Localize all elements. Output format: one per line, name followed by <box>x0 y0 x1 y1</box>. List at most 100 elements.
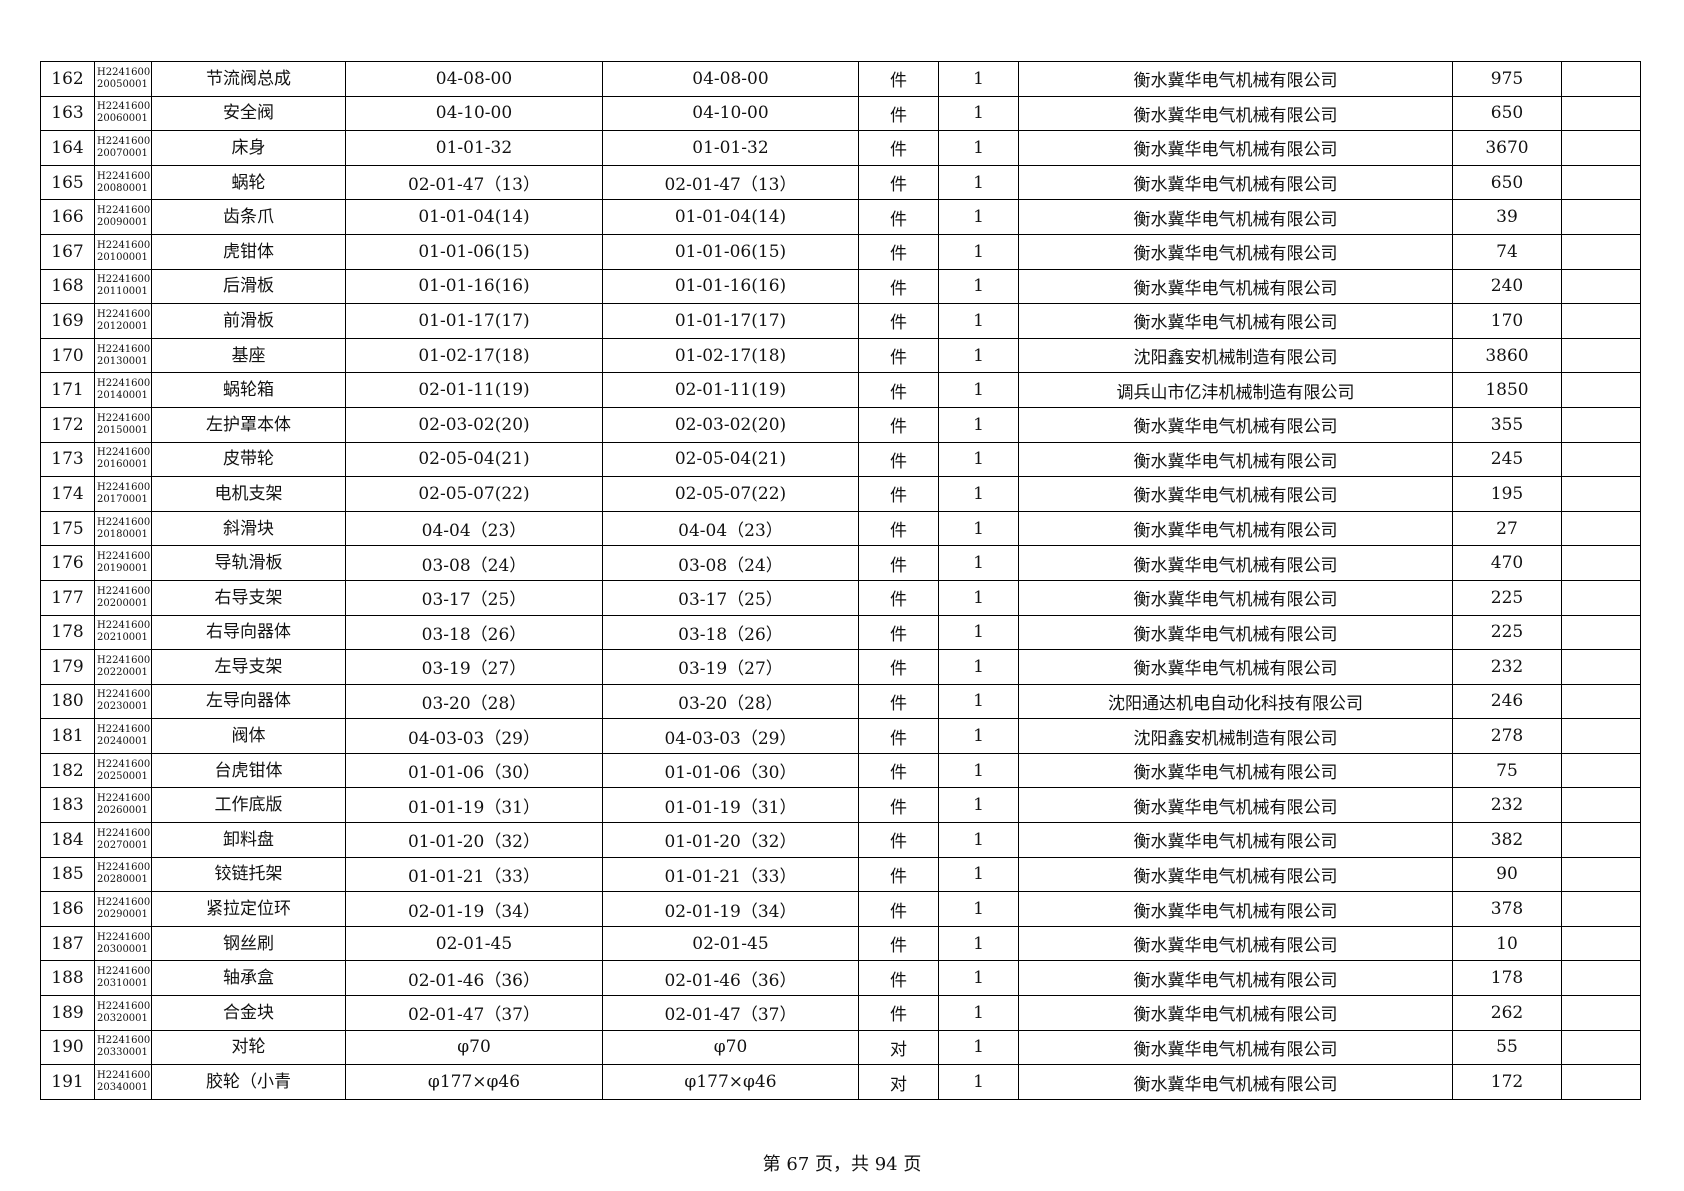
spec-model-cell: 02-01-47（13） <box>602 164 859 201</box>
supplier-cell: 调兵山市亿沣机械制造有限公司 <box>1018 372 1453 408</box>
table-row: 172 H224160020150001 左护罩本体 02-03-02(20) 02-0… <box>40 406 1641 443</box>
supplier-cell: 衡水冀华电气机械有限公司 <box>1018 925 1453 962</box>
spec-model-cell: 03-18（26） <box>602 614 859 651</box>
spec-drawing-cell: 01-01-17(17) <box>345 303 603 339</box>
unit-cell: 件 <box>858 476 939 512</box>
row-number-cell: 184 <box>40 822 95 858</box>
remark-cell <box>1561 372 1641 408</box>
page-footer: 第 67 页，共 94 页 <box>762 1154 922 1175</box>
item-code-cell: H224160020090001 <box>94 199 152 235</box>
unit-cell: 件 <box>858 233 939 270</box>
quantity-cell: 1 <box>938 545 1019 581</box>
table-row: 175 H224160020180001 斜滑块 04-04（23） 04-04（23）… <box>40 510 1641 547</box>
item-code-cell: H224160020180001 <box>94 510 152 547</box>
row-number-cell: 177 <box>40 579 95 616</box>
table-row: 176 H224160020190001 导轨滑板 03-08（24） 03-08（24… <box>40 545 1641 581</box>
row-number-cell: 162 <box>40 61 95 97</box>
item-name-cell: 齿条爪 <box>151 199 346 235</box>
item-code-cell: H224160020170001 <box>94 476 152 512</box>
item-name-cell: 床身 <box>151 130 346 166</box>
spec-model-cell: 01-01-19（31） <box>602 787 859 824</box>
remark-cell <box>1561 337 1641 374</box>
row-number-cell: 190 <box>40 1029 95 1066</box>
spec-model-cell: 02-05-04(21) <box>602 441 859 478</box>
row-number-cell: 183 <box>40 787 95 824</box>
remark-cell <box>1561 476 1641 512</box>
spec-drawing-cell: 01-02-17(18) <box>345 337 603 374</box>
item-code-cell: H224160020250001 <box>94 752 152 789</box>
spec-drawing-cell: 01-01-32 <box>345 130 603 166</box>
quantity-cell: 1 <box>938 787 1019 824</box>
value-cell: 3860 <box>1452 337 1562 374</box>
unit-cell: 件 <box>858 995 939 1031</box>
row-number-cell: 169 <box>40 303 95 339</box>
table-row: 165 H224160020080001 蜗轮 02-01-47（13） 02-01-4… <box>40 164 1641 201</box>
row-number-cell: 172 <box>40 406 95 443</box>
supplier-cell: 沈阳鑫安机械制造有限公司 <box>1018 337 1453 374</box>
table-row: 186 H224160020290001 紧拉定位环 02-01-19（34） 02-0… <box>40 891 1641 927</box>
item-name-cell: 斜滑块 <box>151 510 346 547</box>
item-code-cell: H224160020340001 <box>94 1064 152 1100</box>
value-cell: 75 <box>1452 752 1562 789</box>
quantity-cell: 1 <box>938 372 1019 408</box>
value-cell: 382 <box>1452 822 1562 858</box>
remark-cell <box>1561 614 1641 651</box>
item-code-cell: H224160020070001 <box>94 130 152 166</box>
quantity-cell: 1 <box>938 822 1019 858</box>
table-row: 170 H224160020130001 基座 01-02-17(18) 01-02-1… <box>40 337 1641 374</box>
unit-cell: 对 <box>858 1029 939 1066</box>
item-name-cell: 胶轮（小青 <box>151 1064 346 1100</box>
table-row: 162 H224160020050001 节流阀总成 04-08-00 04-08-00… <box>40 61 1641 97</box>
remark-cell <box>1561 891 1641 927</box>
value-cell: 262 <box>1452 995 1562 1031</box>
item-code-cell: H224160020060001 <box>94 95 152 132</box>
row-number-cell: 189 <box>40 995 95 1031</box>
value-cell: 195 <box>1452 476 1562 512</box>
spec-drawing-cell: 01-01-20（32） <box>345 822 603 858</box>
item-code-cell: H224160020130001 <box>94 337 152 374</box>
supplier-cell: 衡水冀华电气机械有限公司 <box>1018 545 1453 581</box>
remark-cell <box>1561 718 1641 754</box>
value-cell: 39 <box>1452 199 1562 235</box>
supplier-cell: 衡水冀华电气机械有限公司 <box>1018 476 1453 512</box>
quantity-cell: 1 <box>938 337 1019 374</box>
item-name-cell: 阀体 <box>151 718 346 754</box>
value-cell: 245 <box>1452 441 1562 478</box>
item-code-cell: H224160020210001 <box>94 614 152 651</box>
unit-cell: 件 <box>858 268 939 305</box>
row-number-cell: 165 <box>40 164 95 201</box>
spec-model-cell: 01-01-06（30） <box>602 752 859 789</box>
quantity-cell: 1 <box>938 95 1019 132</box>
quantity-cell: 1 <box>938 925 1019 962</box>
unit-cell: 件 <box>858 718 939 754</box>
item-code-cell: H224160020290001 <box>94 891 152 927</box>
quantity-cell: 1 <box>938 960 1019 997</box>
row-number-cell: 186 <box>40 891 95 927</box>
remark-cell <box>1561 787 1641 824</box>
table-row: 182 H224160020250001 台虎钳体 01-01-06（30） 01-01… <box>40 752 1641 789</box>
value-cell: 55 <box>1452 1029 1562 1066</box>
value-cell: 378 <box>1452 891 1562 927</box>
row-number-cell: 185 <box>40 856 95 893</box>
spec-model-cell: 04-10-00 <box>602 95 859 132</box>
remark-cell <box>1561 683 1641 720</box>
item-name-cell: 电机支架 <box>151 476 346 512</box>
item-name-cell: 左导支架 <box>151 649 346 685</box>
spec-drawing-cell: 02-01-11(19) <box>345 372 603 408</box>
quantity-cell: 1 <box>938 164 1019 201</box>
item-name-cell: 基座 <box>151 337 346 374</box>
unit-cell: 件 <box>858 441 939 478</box>
unit-cell: 件 <box>858 545 939 581</box>
remark-cell <box>1561 649 1641 685</box>
item-name-cell: 左护罩本体 <box>151 406 346 443</box>
row-number-cell: 164 <box>40 130 95 166</box>
supplier-cell: 衡水冀华电气机械有限公司 <box>1018 891 1453 927</box>
unit-cell: 件 <box>858 856 939 893</box>
supplier-cell: 衡水冀华电气机械有限公司 <box>1018 960 1453 997</box>
spec-drawing-cell: 02-01-46（36） <box>345 960 603 997</box>
spec-model-cell: 02-01-11(19) <box>602 372 859 408</box>
remark-cell <box>1561 61 1641 97</box>
spec-model-cell: 01-01-17(17) <box>602 303 859 339</box>
table-row: 189 H224160020320001 合金块 02-01-47（37） 02-01-… <box>40 995 1641 1031</box>
value-cell: 90 <box>1452 856 1562 893</box>
